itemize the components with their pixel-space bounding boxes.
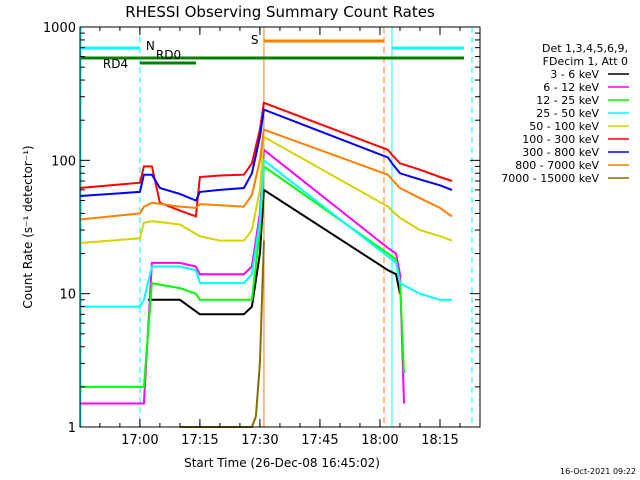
series-line-6	[79, 108, 453, 202]
series-layer	[79, 101, 453, 428]
y-tick-label: 1	[68, 421, 76, 436]
legend-label-5: 100 - 300 keV	[522, 133, 599, 146]
axes-layer: 17:00 17:15 17:30 17:45 18:00 18:15 1 10 100 1000	[43, 21, 481, 448]
legend-label-6: 300 - 800 keV	[522, 146, 599, 159]
legend-label-8: 7000 - 15000 keV	[501, 172, 599, 185]
legend-header-1: Det 1,3,4,5,6,9,	[542, 42, 628, 55]
series-line-5	[79, 101, 453, 218]
saa-label: S	[251, 33, 259, 47]
annotations-layer: N S RD0 RD4	[80, 27, 473, 427]
y-axis-label: Count Rate (s⁻¹ detector⁻¹)	[21, 145, 35, 308]
night-label: N	[146, 39, 155, 53]
x-tick-label: 17:15	[181, 433, 218, 448]
legend-label-0: 3 - 6 keV	[550, 68, 599, 81]
y-tick-label: 100	[51, 154, 76, 169]
chart-title: RHESSI Observing Summary Count Rates	[125, 3, 435, 21]
series-line-4	[79, 135, 453, 244]
legend-label-7: 800 - 7000 keV	[515, 159, 599, 172]
legend-label-2: 12 - 25 keV	[536, 94, 599, 107]
series-line-0	[147, 188, 401, 316]
rd0-label: RD0	[156, 48, 181, 62]
x-axis-label: Start Time (26-Dec-08 16:45:02)	[184, 456, 380, 470]
series-line-3	[79, 158, 452, 308]
legend-label-1: 6 - 12 keV	[543, 81, 599, 94]
x-tick-label: 17:45	[301, 433, 338, 448]
legend-label-4: 50 - 100 keV	[529, 120, 599, 133]
legend-label-3: 25 - 50 keV	[536, 107, 599, 120]
rd4-label: RD4	[103, 57, 128, 71]
y-tick-label: 1000	[43, 21, 76, 36]
series-line-7	[79, 128, 453, 221]
x-tick-label: 18:15	[421, 433, 458, 448]
x-tick-label: 18:00	[361, 433, 398, 448]
legend-header-2: FDecim 1, Att 0	[543, 55, 628, 68]
series-line-2	[79, 164, 405, 388]
x-tick-label: 17:00	[121, 433, 158, 448]
x-tick-label: 17:30	[241, 433, 278, 448]
y-tick-label: 10	[59, 288, 76, 303]
timestamp: 16-Oct-2021 09:22	[560, 467, 636, 476]
